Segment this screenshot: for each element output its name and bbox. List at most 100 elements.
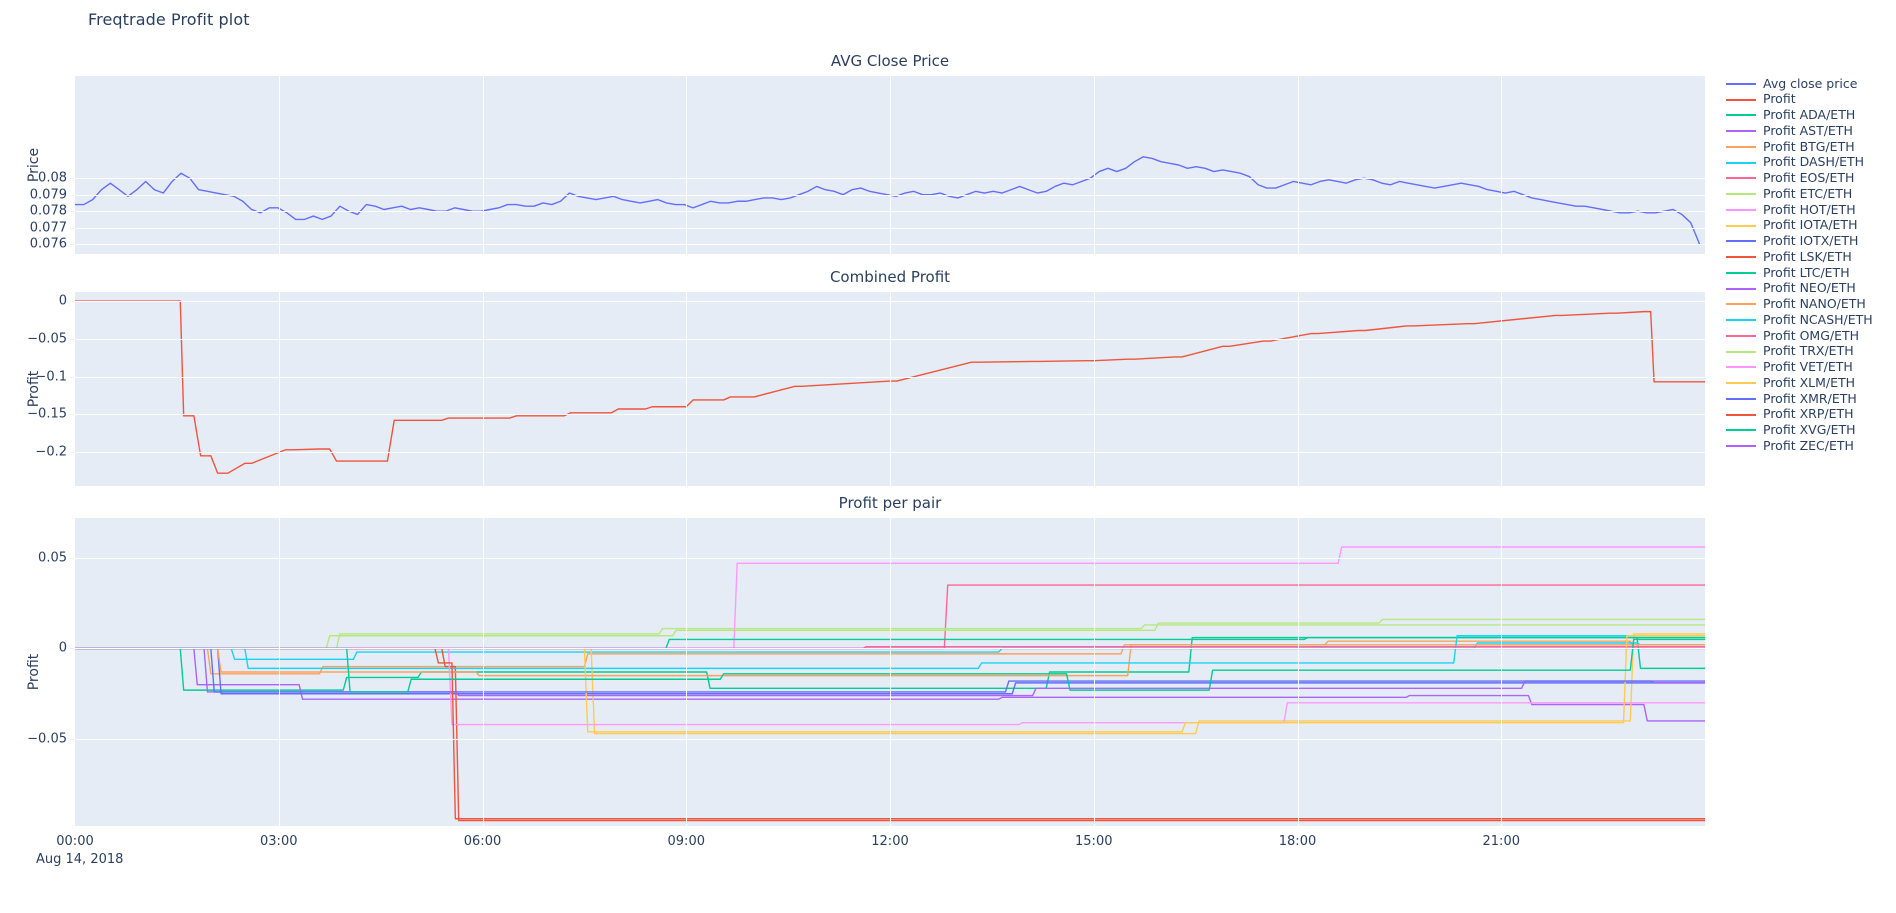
legend-item-label: Profit AST/ETH: [1763, 122, 1853, 138]
legend[interactable]: Avg close price Profit Profit ADA/ETH Profi…: [1726, 76, 1896, 454]
series-line: [75, 640, 1705, 675]
x-gridline: [1501, 292, 1502, 486]
legend-item[interactable]: Profit XLM/ETH: [1726, 375, 1896, 391]
legend-item-label: Profit LSK/ETH: [1763, 248, 1852, 264]
y-tick-label: −0.05: [27, 331, 67, 347]
legend-color-swatch: [1726, 82, 1756, 85]
y-tick-mark: [70, 558, 75, 559]
legend-item[interactable]: Profit EOS/ETH: [1726, 171, 1896, 187]
legend-item-label: Profit BTG/ETH: [1763, 138, 1855, 154]
legend-item[interactable]: Profit OMG/ETH: [1726, 328, 1896, 344]
legend-color-swatch: [1726, 224, 1756, 227]
legend-item[interactable]: Profit: [1726, 92, 1896, 108]
y-tick-mark: [70, 211, 75, 212]
legend-item[interactable]: Profit XRP/ETH: [1726, 407, 1896, 423]
y-tick-mark: [70, 301, 75, 302]
y-tick-label: 0.077: [29, 220, 67, 236]
legend-item[interactable]: Profit NCASH/ETH: [1726, 312, 1896, 328]
legend-color-swatch: [1726, 319, 1756, 322]
legend-item[interactable]: Avg close price: [1726, 76, 1896, 92]
legend-item-label: Profit ADA/ETH: [1763, 107, 1856, 123]
y-tick-mark: [70, 739, 75, 740]
x-gridline: [279, 292, 280, 486]
legend-item[interactable]: Profit IOTX/ETH: [1726, 234, 1896, 250]
x-gridline: [279, 518, 280, 826]
legend-item[interactable]: Profit XVG/ETH: [1726, 423, 1896, 439]
legend-item[interactable]: Profit ZEC/ETH: [1726, 438, 1896, 454]
x-gridline: [1298, 76, 1299, 254]
legend-item[interactable]: Profit LSK/ETH: [1726, 249, 1896, 265]
legend-item[interactable]: Profit TRX/ETH: [1726, 344, 1896, 360]
y-tick-mark: [70, 648, 75, 649]
legend-item[interactable]: Profit NEO/ETH: [1726, 281, 1896, 297]
legend-item[interactable]: Profit IOTA/ETH: [1726, 218, 1896, 234]
x-gridline: [890, 76, 891, 254]
x-gridline: [483, 518, 484, 826]
y-tick-label: 0.079: [29, 187, 67, 203]
x-gridline: [483, 76, 484, 254]
series-line: [75, 644, 1705, 677]
legend-item[interactable]: Profit BTG/ETH: [1726, 139, 1896, 155]
page-title: Freqtrade Profit plot: [88, 10, 250, 29]
x-tick-label: 21:00: [1482, 834, 1520, 849]
y-tick-label: −0.1: [35, 369, 67, 385]
legend-item-label: Profit XMR/ETH: [1763, 390, 1857, 406]
legend-color-swatch: [1726, 145, 1756, 148]
x-gridline: [279, 76, 280, 254]
legend-item-label: Profit NANO/ETH: [1763, 296, 1866, 312]
x-gridline: [890, 292, 891, 486]
subplot-title-combined-profit: Combined Profit: [829, 268, 951, 286]
legend-item[interactable]: Profit XMR/ETH: [1726, 391, 1896, 407]
legend-item[interactable]: Profit HOT/ETH: [1726, 202, 1896, 218]
legend-item[interactable]: Profit AST/ETH: [1726, 123, 1896, 139]
series-line: [75, 635, 1705, 670]
legend-color-swatch: [1726, 240, 1756, 243]
y-tick-label: 0.08: [38, 170, 67, 186]
legend-item[interactable]: Profit VET/ETH: [1726, 360, 1896, 376]
y-tick-label: 0: [58, 293, 67, 309]
legend-item-label: Profit TRX/ETH: [1763, 343, 1854, 359]
legend-item-label: Profit HOT/ETH: [1763, 201, 1856, 217]
x-gridline: [1298, 292, 1299, 486]
legend-color-swatch: [1726, 303, 1756, 306]
legend-item[interactable]: Profit LTC/ETH: [1726, 265, 1896, 281]
series-line: [75, 300, 1705, 474]
series-line: [75, 647, 1705, 726]
y-tick-label: 0.078: [29, 203, 67, 219]
x-axis-date-label: Aug 14, 2018: [36, 852, 124, 867]
legend-color-swatch: [1726, 366, 1756, 369]
y-tick-mark: [70, 452, 75, 453]
legend-item-label: Profit ETC/ETH: [1763, 185, 1853, 201]
series-line: [75, 624, 1705, 650]
x-gridline: [1094, 292, 1095, 486]
legend-item-label: Profit NEO/ETH: [1763, 280, 1856, 296]
legend-color-swatch: [1726, 382, 1756, 385]
legend-color-swatch: [1726, 130, 1756, 133]
legend-item[interactable]: Profit ADA/ETH: [1726, 108, 1896, 124]
x-tick-label: 03:00: [260, 834, 298, 849]
legend-item[interactable]: Profit DASH/ETH: [1726, 155, 1896, 171]
legend-item-label: Profit OMG/ETH: [1763, 327, 1860, 343]
y-tick-label: 0: [58, 640, 67, 656]
legend-color-swatch: [1726, 177, 1756, 180]
legend-item[interactable]: Profit NANO/ETH: [1726, 297, 1896, 313]
legend-color-swatch: [1726, 413, 1756, 416]
x-tick-label: 09:00: [667, 834, 705, 849]
x-gridline: [1094, 76, 1095, 254]
y-tick-label: −0.15: [27, 406, 67, 422]
legend-item-label: Profit DASH/ETH: [1763, 154, 1865, 170]
legend-item-label: Profit VET/ETH: [1763, 359, 1853, 375]
legend-color-swatch: [1726, 114, 1756, 117]
legend-color-swatch: [1726, 208, 1756, 211]
series-line: [75, 618, 1705, 650]
x-gridline: [1094, 518, 1095, 826]
y-tick-label: 0.076: [29, 236, 67, 252]
y-tick-mark: [70, 195, 75, 196]
x-tick-label: 15:00: [1075, 834, 1113, 849]
legend-color-swatch: [1726, 334, 1756, 337]
legend-item[interactable]: Profit ETC/ETH: [1726, 186, 1896, 202]
legend-color-swatch: [1726, 271, 1756, 274]
y-tick-label: 0.05: [38, 550, 67, 566]
